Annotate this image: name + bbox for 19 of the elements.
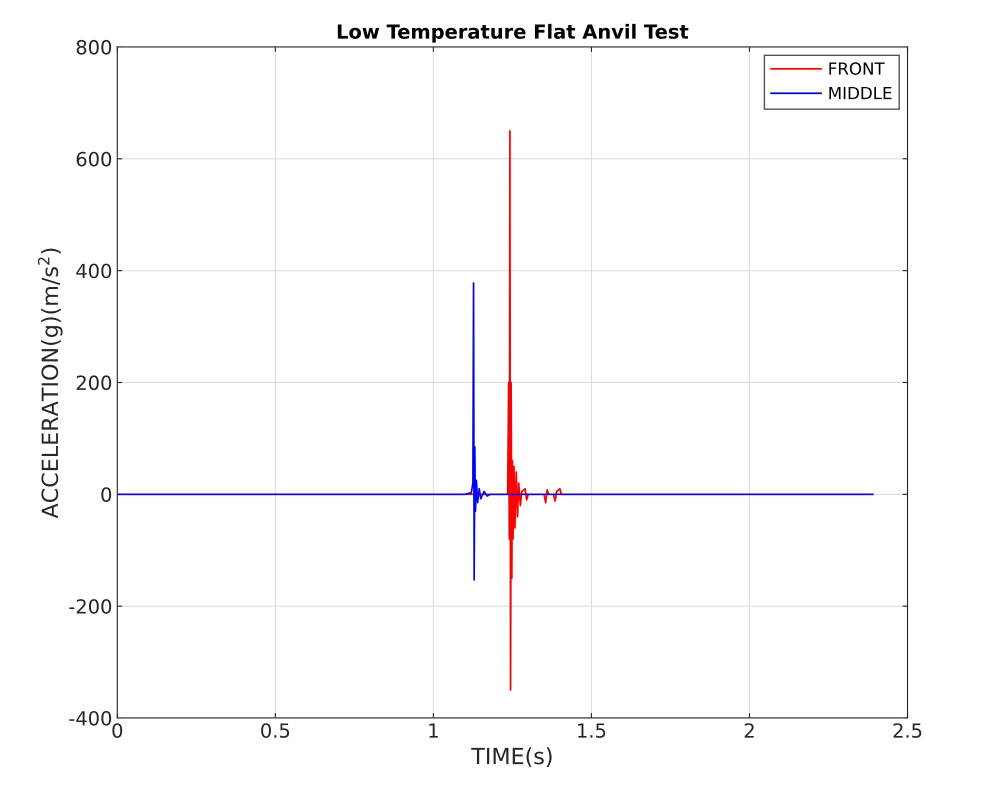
x-tick-label: 2 bbox=[744, 723, 754, 738]
y-tick-label: 200 bbox=[76, 375, 112, 390]
x-tick-label: 0.5 bbox=[261, 723, 290, 738]
x-axis-title: TIME(s) bbox=[471, 747, 552, 768]
y-axis-title: ACCELERATION(g)(m/s$^{2}$) bbox=[38, 248, 63, 518]
line-series bbox=[117, 282, 874, 581]
chart-title: Low Temperature Flat Anvil Test bbox=[338, 24, 688, 43]
y-tick-label: 600 bbox=[76, 152, 112, 166]
y-tick-label: 0 bbox=[101, 487, 112, 502]
y-tick-label: 400 bbox=[76, 264, 112, 278]
y-tick-label: -400 bbox=[69, 710, 112, 726]
x-tick-label: 1 bbox=[429, 723, 438, 738]
x-tick-label: 2.5 bbox=[893, 723, 922, 738]
legend-label: MIDDLE bbox=[829, 86, 892, 100]
x-tick-label: 1.5 bbox=[578, 723, 606, 738]
y-tick-label: -200 bbox=[69, 599, 112, 614]
y-tick-label: 800 bbox=[76, 40, 112, 55]
legend-label: FRONT bbox=[829, 62, 885, 75]
x-tick-label: 0 bbox=[112, 723, 122, 738]
